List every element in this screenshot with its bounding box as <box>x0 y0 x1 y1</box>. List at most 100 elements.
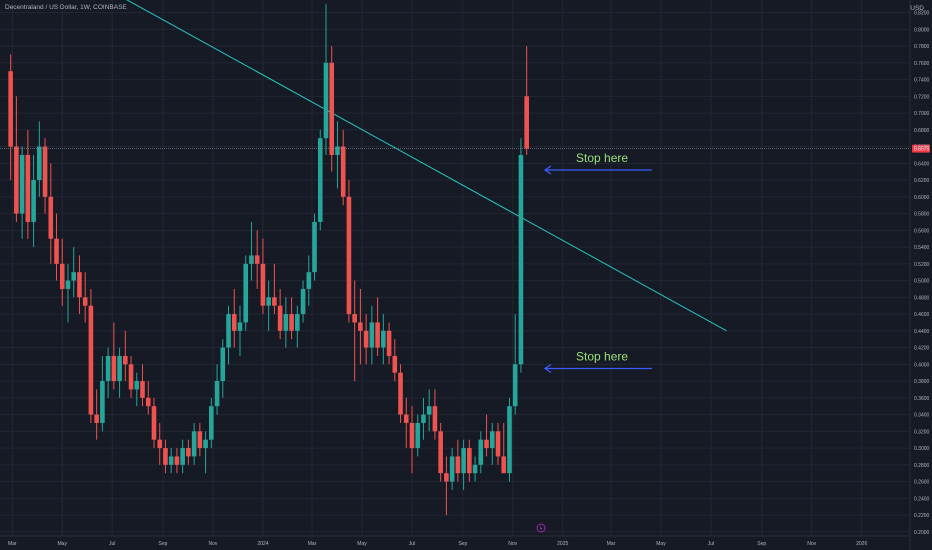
candle-body <box>123 355 128 365</box>
candle-body <box>226 314 231 348</box>
candle-body <box>283 314 289 331</box>
candle-body <box>54 238 59 264</box>
candle <box>203 431 208 474</box>
candle <box>145 381 151 415</box>
candle <box>163 439 168 474</box>
candle <box>455 439 461 482</box>
candle-body <box>145 397 151 407</box>
candle <box>197 422 203 457</box>
price-tick-label: 0.4800 <box>914 295 930 301</box>
candle <box>42 138 48 214</box>
price-tick-label: 0.6400 <box>914 161 930 167</box>
price-tick-label: 0.6000 <box>914 195 930 201</box>
candle <box>346 180 352 323</box>
candle <box>369 305 375 365</box>
price-tick-label: 0.3200 <box>914 429 930 435</box>
price-tick-label: 0.4000 <box>914 362 930 368</box>
candle <box>105 347 111 398</box>
candle <box>444 456 449 516</box>
candle <box>426 389 432 432</box>
price-tick-label: 0.6600 <box>914 145 930 151</box>
candle <box>432 389 438 440</box>
candle-body <box>300 288 306 315</box>
time-tick-label: 2025 <box>557 541 568 547</box>
candle <box>461 439 466 490</box>
last-price-badge <box>912 144 930 153</box>
price-tick-label: 0.3000 <box>914 446 930 452</box>
candle-body <box>329 62 335 155</box>
price-axis[interactable]: 0.8200 0.8000 0.7800 0.7600 0.7400 0.7200 0.70… <box>914 11 930 536</box>
candle <box>518 138 524 373</box>
candle-body <box>117 355 122 382</box>
candle <box>507 397 512 482</box>
candle <box>403 397 409 449</box>
time-tick-label: Jul <box>708 541 714 547</box>
candle-body <box>484 439 489 449</box>
candle-body <box>340 146 346 197</box>
candle-body <box>88 305 94 415</box>
candle <box>295 305 300 348</box>
candle <box>94 389 99 440</box>
candles <box>8 4 529 516</box>
candle <box>151 397 157 449</box>
flag-icon[interactable]: ϟ <box>536 523 546 533</box>
candle-body <box>272 297 277 306</box>
price-tick-label: 0.7200 <box>914 94 930 100</box>
price-tick-label: 0.2800 <box>914 463 930 469</box>
time-tick-label: May <box>656 541 666 547</box>
candle <box>375 297 380 356</box>
candle-body <box>128 364 134 390</box>
price-tick-label: 0.8200 <box>914 11 930 17</box>
price-tick-label: 0.7800 <box>914 44 930 50</box>
symbol-title[interactable]: Decentraland / US Dollar, 1W, COINBASE <box>5 4 127 11</box>
price-tick-label: 0.2000 <box>914 530 930 536</box>
candle-body <box>65 280 71 289</box>
trendline[interactable] <box>120 0 727 332</box>
candle <box>237 305 243 356</box>
candle <box>31 154 36 248</box>
price-tick-label: 0.3800 <box>914 379 930 385</box>
candle-body <box>461 448 466 474</box>
time-tick-label: Mar <box>607 541 616 547</box>
price-tick-label: 0.6200 <box>914 178 930 184</box>
candle <box>323 4 329 155</box>
candle <box>398 364 403 423</box>
candle-body <box>455 456 461 474</box>
currency-label[interactable]: USD <box>910 5 924 12</box>
candle <box>415 414 421 457</box>
candle <box>352 280 357 382</box>
candle-body <box>467 448 472 474</box>
candle <box>117 347 122 398</box>
candle-body <box>323 62 329 139</box>
candle <box>283 297 289 348</box>
candle <box>277 288 283 340</box>
candle <box>14 96 19 222</box>
time-axis[interactable]: Mar May Jul Sep Nov 2024 Mar May Jul Sep Nov 2025 Ma… <box>8 541 867 547</box>
candle-body <box>363 330 369 348</box>
candle-body <box>426 406 432 415</box>
candle <box>231 288 237 348</box>
candle-body <box>512 364 518 407</box>
candle-body <box>398 372 403 415</box>
price-tick-label: 0.2600 <box>914 480 930 486</box>
candle <box>209 397 214 449</box>
candle <box>501 422 507 474</box>
candle <box>111 322 117 390</box>
candle <box>363 314 369 365</box>
candle <box>289 297 294 340</box>
stop-annotation[interactable]: Stop here <box>543 350 652 374</box>
candle <box>512 314 518 415</box>
last-price-line: 0.6575 <box>0 144 930 153</box>
candle <box>306 255 312 306</box>
candle <box>489 422 495 465</box>
stop-annotation[interactable]: Stop here <box>543 151 652 175</box>
candle <box>317 129 323 231</box>
grid-lines <box>0 0 910 536</box>
price-tick-label: 0.3400 <box>914 413 930 419</box>
candle <box>71 247 77 298</box>
candle <box>254 230 260 289</box>
candle-body <box>140 381 145 398</box>
trendline-segment[interactable] <box>120 0 727 332</box>
candle-body <box>254 255 260 264</box>
